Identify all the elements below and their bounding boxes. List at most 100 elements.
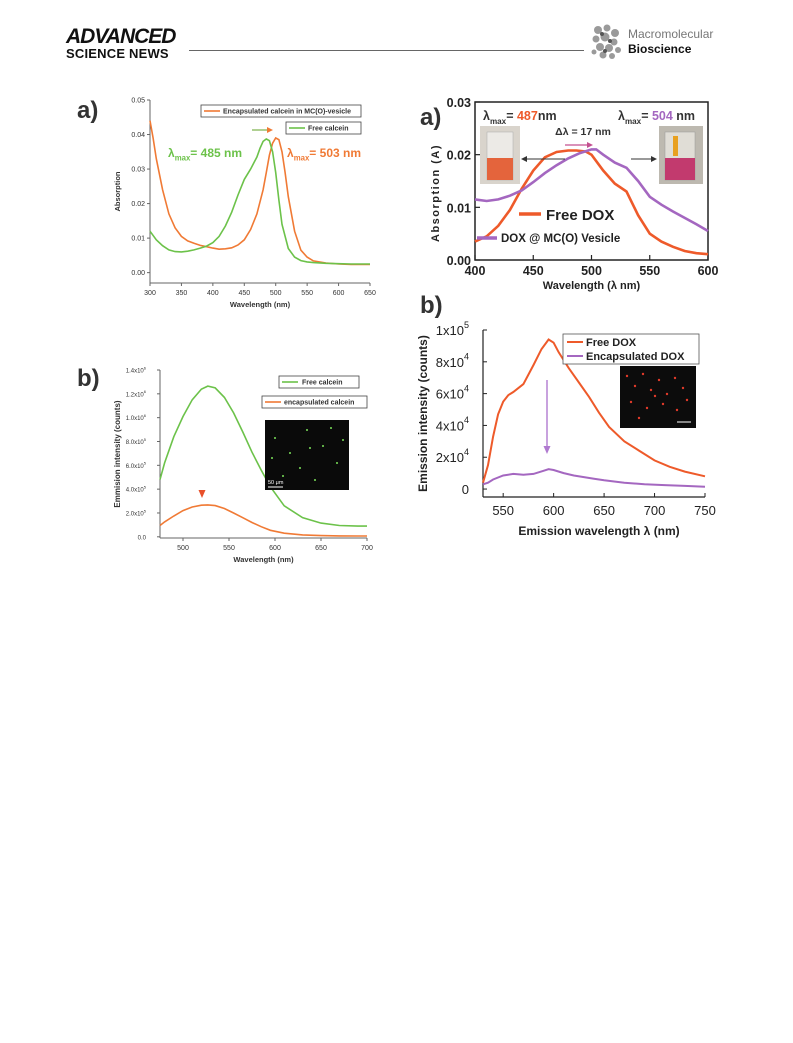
journal-title: Macromolecular Bioscience [628, 27, 713, 57]
x-tick-label: 550 [223, 545, 235, 552]
x-tick-label: 450 [523, 264, 544, 278]
x-tick-label: 650 [315, 545, 327, 552]
x-tick-label: 400 [207, 290, 219, 297]
x-axis-label: Wavelength (nm) [230, 300, 291, 309]
delta-lambda-label: Δλ = 17 nm [555, 126, 611, 138]
y-tick-label: 0.00 [131, 270, 145, 277]
x-tick-label: 350 [176, 290, 188, 297]
shift-arrow-head [267, 127, 273, 133]
series-line-0 [482, 338, 706, 483]
y-tick-label: 0.02 [131, 201, 145, 208]
y-axis-label: Absorption [113, 171, 122, 211]
fluorescent-dot [629, 400, 633, 404]
y-tick-label: 0.03 [447, 96, 471, 110]
x-axis-label: Emission wavelength λ (nm) [518, 524, 679, 538]
x-tick-label: 400 [465, 264, 486, 278]
fluorescent-dot [336, 462, 338, 464]
x-tick-label: 550 [492, 503, 514, 518]
y-tick-label: 0 [462, 482, 469, 497]
legend-box-2 [285, 121, 362, 135]
fluorescent-dot [299, 467, 301, 469]
fluorescent-dot [633, 384, 637, 388]
x-tick-label: 500 [581, 264, 602, 278]
y-tick-label: 8x104 [436, 352, 469, 370]
fluorescent-dot [681, 386, 685, 390]
legend-label: Free DOX [546, 207, 614, 224]
y-tick-label: 4.0x105 [126, 484, 147, 493]
legend-label: Free calcein [308, 126, 348, 133]
y-axis-label: Absorption (A) [430, 144, 442, 242]
series-line-0 [149, 120, 370, 266]
chart-right-a: a) 0.00 0.01 0.02 0.03 400 450 500 550 600 Wavelen… [420, 96, 719, 292]
y-tick-label: 0.04 [131, 132, 145, 139]
panel-label: b) [77, 365, 100, 392]
legend-box-1 [200, 104, 362, 118]
y-axis-label: Emmision intensity (counts) [113, 400, 122, 507]
fluorescent-dot [653, 394, 657, 398]
series-line-1 [159, 504, 367, 537]
y-tick-label: 1.0x106 [126, 413, 147, 422]
fluorescent-dot [665, 392, 669, 396]
fluorescent-dot [685, 398, 689, 402]
y-tick-label: 8.0x105 [126, 437, 147, 446]
inset-micrograph [620, 366, 696, 428]
fluorescent-dot [657, 378, 661, 382]
x-tick-label: 450 [238, 290, 250, 297]
molecule-icon [591, 24, 621, 59]
shift-arrow-head [587, 142, 593, 148]
y-tick-label: 4x104 [436, 415, 469, 433]
series-line-1 [474, 148, 709, 233]
panel-label: b) [420, 292, 443, 319]
x-tick-label: 600 [333, 290, 345, 297]
scale-bar-label: 50 μm [268, 480, 284, 486]
vial-liquid-pink [665, 158, 695, 180]
legend-label: Encapsulated DOX [586, 351, 685, 363]
chart-right-b: b) 0 2x104 4x104 6x104 8x104 1x105 550 600 650 700… [416, 292, 716, 538]
fluorescent-dot [314, 479, 316, 481]
quench-arrow-head [543, 446, 551, 454]
x-tick-label: 600 [269, 545, 281, 552]
y-tick-label: 0.01 [131, 236, 145, 243]
x-axis-label: Wavelength (nm) [233, 555, 294, 564]
page-header: ADVANCED SCIENCE NEWS Macromolecular Bio… [0, 0, 793, 70]
legend-box [562, 333, 700, 365]
y-tick-label: 1.4x106 [126, 365, 147, 374]
x-tick-label: 600 [698, 264, 719, 278]
fluorescent-dot [641, 372, 645, 376]
x-tick-label: 750 [694, 503, 716, 518]
header-divider [189, 50, 584, 51]
chart-left-a: a) 0.00 0.01 0.02 0.03 0.04 0.05 300 350 400 450 50… [77, 97, 376, 309]
fluorescent-dot [282, 475, 284, 477]
vial-liquid-orange [487, 158, 513, 180]
fluorescent-dot [274, 437, 276, 439]
brand-logo: ADVANCED SCIENCE NEWS [66, 25, 176, 61]
series-line-0 [159, 385, 367, 527]
fluorescent-dot [289, 452, 291, 454]
fluorescent-dot [271, 457, 273, 459]
lambda-max-vesicle: λmax= 504 nm [618, 109, 695, 126]
legend-label: Encapsulated calcein in MC(O)-vesicle [223, 109, 351, 116]
panel-label: a) [420, 104, 441, 131]
pointer-arrow-head [521, 156, 527, 162]
y-tick-label: 6.0x105 [126, 461, 147, 470]
y-tick-label: 0.03 [131, 167, 145, 174]
series-line-1 [149, 138, 370, 265]
legend-label: Free DOX [586, 337, 637, 349]
panel-label: a) [77, 97, 98, 124]
fluorescent-dot [675, 408, 679, 412]
brand-main-text: ADVANCED [66, 25, 176, 48]
fluorescent-dot [649, 388, 653, 392]
journal-title-top: Macromolecular [628, 27, 714, 41]
brand-sub-text: SCIENCE NEWS [66, 46, 169, 61]
x-tick-label: 700 [361, 545, 373, 552]
fluorescent-dot [637, 416, 641, 420]
fluorescent-dot [309, 447, 311, 449]
pointer-arrow-head [651, 156, 657, 162]
fluorescent-dot [330, 427, 332, 429]
legend-label: encapsulated calcein [284, 400, 354, 407]
journal-title-bottom: Bioscience [628, 42, 692, 56]
y-tick-label: 0.02 [447, 149, 471, 163]
lambda-max-encapsulated: λmax= 503 nm [287, 146, 361, 163]
chart-left-b: b) 0.0 2.0x105 4.0x105 6.0x105 8.0x105 1.0x106… [77, 365, 373, 564]
x-tick-label: 500 [270, 290, 282, 297]
